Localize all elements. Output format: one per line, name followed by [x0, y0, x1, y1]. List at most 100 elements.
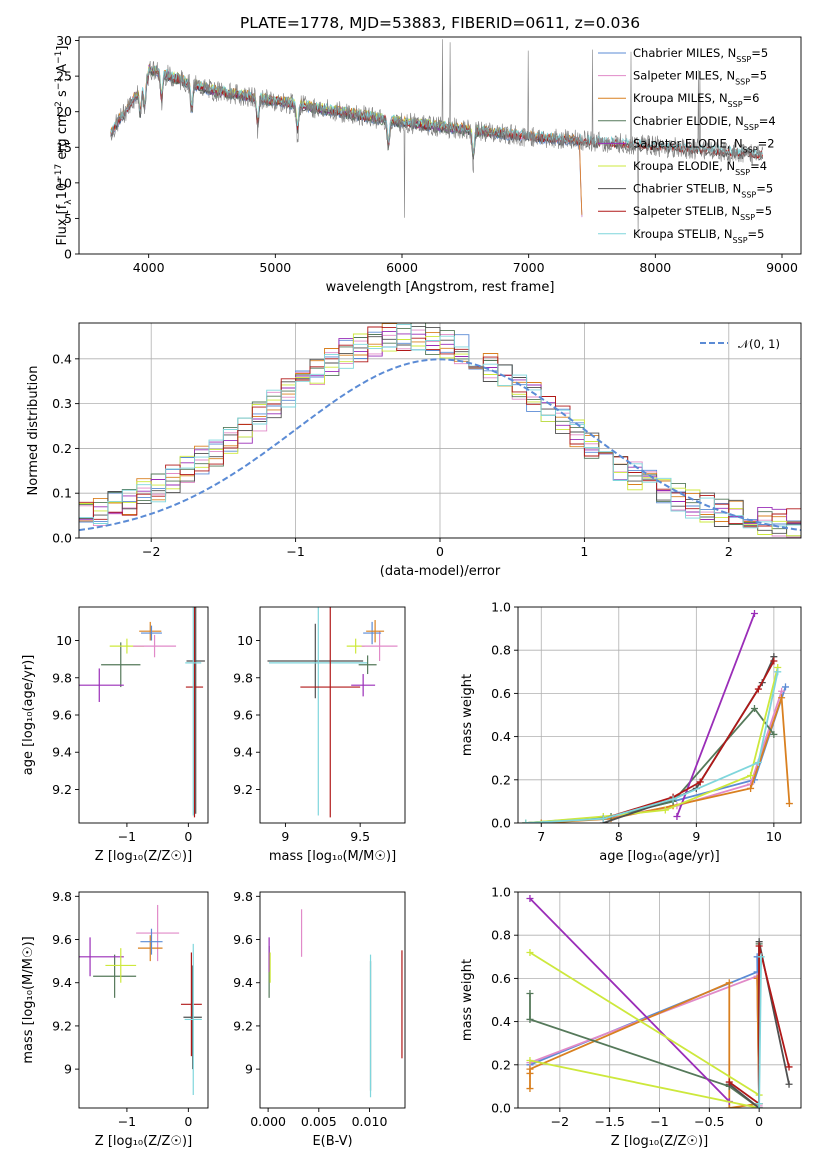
weight-line: [676, 613, 756, 817]
axes-frame: [259, 606, 406, 824]
x-axis-label: E(B-V): [312, 1134, 352, 1149]
y-tick-label: 1.0: [491, 885, 511, 900]
errorbar-point: [105, 948, 137, 983]
plot-area: [79, 904, 202, 1096]
legend-name: Kroupa STELIB, N: [633, 227, 733, 241]
y-tick-label: 9.4: [52, 975, 72, 990]
legend-entry: Kroupa ELODIE, NSSP=4: [633, 159, 767, 177]
weight-series: [526, 953, 763, 1108]
y-axis-label-part: Flux [f: [55, 204, 70, 245]
y-axis-label-part: λ: [64, 199, 74, 205]
y-axis-label: mass weight: [460, 959, 475, 1041]
errorbar-point: [101, 642, 141, 688]
y-axis-label-part: ]: [55, 46, 70, 51]
weight-marker: [757, 953, 765, 961]
panel-mass-vs-ebv: 0.000 0.005 0.010 9 9.2 9.4 9.6 9.8 E(B-V): [233, 889, 406, 1149]
residual-histogram-step: [79, 325, 801, 534]
y-axis-label-part: −17: [54, 164, 64, 183]
y-axis-label-part: s: [55, 90, 70, 101]
y-tick-label: 9: [245, 1062, 253, 1077]
axes-frame: [517, 891, 802, 1109]
legend-entry: Salpeter MILES, NSSP=5: [633, 69, 767, 87]
y-axis-label-part: −1: [54, 51, 64, 64]
y-tick-label: 0.4: [491, 729, 511, 744]
y-tick-label: 25: [56, 69, 72, 84]
axis-ticks: 9 9.5 9.2 9.4 9.6 9.8 10: [233, 633, 370, 844]
errorbar-point: [133, 634, 177, 658]
x-tick-label: 0: [184, 829, 192, 844]
weight-marker: [599, 815, 607, 823]
weight-marker: [696, 778, 704, 786]
y-tick-label: 10: [237, 633, 253, 648]
errorbar-point: [351, 674, 376, 697]
plot-area: [518, 892, 801, 1108]
y-tick-label: 0.0: [491, 816, 511, 831]
y-tick-label: 0.0: [52, 531, 72, 546]
legend-sub: SSP: [736, 55, 751, 64]
plot-area: [79, 607, 205, 818]
weight-marker: [725, 1104, 733, 1108]
x-tick-label: 1: [580, 544, 588, 559]
weight-series: [522, 668, 782, 823]
x-axis-label: wavelength [Angstrom, rest frame]: [326, 280, 555, 295]
legend-suffix: =5: [756, 182, 773, 196]
y-tick-label: 9: [64, 1062, 72, 1077]
weight-marker: [661, 806, 669, 814]
weight-series: [526, 940, 763, 1108]
y-tick-label: 9.8: [52, 670, 72, 685]
x-tick-label: 0: [755, 1114, 763, 1129]
axes-frame: [78, 891, 209, 1109]
legend-suffix: =4: [750, 159, 767, 173]
axis-ticks: −2 −1 0 1 2 0.0 0.1 0.2 0.3 0.4: [52, 351, 733, 559]
x-axis-label: mass [log₁₀(M/M☉)]: [269, 849, 396, 864]
legend-sub: SSP: [733, 235, 748, 244]
y-axis-label: mass weight: [460, 674, 475, 756]
x-tick-label: −1: [650, 1114, 668, 1129]
legend-entry: Kroupa STELIB, NSSP=5: [633, 227, 764, 245]
y-axis-label: age [log₁₀(age/yr)]: [21, 655, 36, 776]
legend-sub: SSP: [735, 168, 750, 177]
plot-area: [110, 39, 764, 237]
y-tick-label: 9.2: [52, 1018, 72, 1033]
y-tick-label: 20: [56, 104, 72, 119]
errorbar-point: [184, 943, 202, 1096]
weight-marker: [725, 1078, 733, 1086]
plot-area: [267, 607, 398, 818]
weight-marker: [526, 948, 534, 956]
errorbar-point: [268, 607, 368, 816]
x-tick-label: −1: [118, 829, 136, 844]
y-tick-label: 0.8: [491, 928, 511, 943]
errorbar-point: [358, 655, 377, 675]
y-tick-label: 10: [56, 175, 72, 190]
y-axis-label-part: −1: [54, 77, 64, 90]
legend-name: Salpeter ELODIE, N: [633, 136, 743, 150]
y-tick-label: 0.4: [491, 1014, 511, 1029]
x-tick-label: 4000: [133, 260, 165, 275]
weight-marker: [526, 894, 534, 902]
x-tick-label: 9: [692, 829, 700, 844]
axes-frame: [78, 322, 802, 539]
y-axis-label-part: −2: [54, 101, 64, 114]
panel-spectrum: 4000 5000 6000 7000 8000 9000 0 5 10 15 20 25 30 wave…: [54, 14, 802, 295]
x-tick-label: −0.5: [694, 1114, 724, 1129]
x-axis-label: Z [log₁₀(Z/Z☉)]: [95, 849, 192, 864]
weight-line: [728, 945, 790, 1106]
weight-marker: [526, 990, 534, 998]
x-tick-label: 9.5: [350, 829, 370, 844]
x-tick-label: 7000: [513, 260, 545, 275]
y-tick-label: 0.6: [491, 971, 511, 986]
weight-marker: [778, 694, 786, 702]
legend-entry: Chabrier ELODIE, NSSP=4: [633, 114, 776, 132]
y-tick-label: 0.4: [52, 351, 72, 366]
y-axis-label-part: A: [55, 64, 70, 77]
legend-suffix: =2: [758, 136, 775, 150]
model-spectrum-line: [110, 66, 583, 218]
y-tick-label: 0: [64, 247, 72, 262]
residual-histogram-step: [79, 333, 801, 537]
y-tick-label: 10: [56, 633, 72, 648]
data-spectrum-line: [110, 39, 763, 237]
axis-ticks: 7 8 9 10 0.0 0.2 0.4 0.6 0.8 1.0: [491, 600, 782, 845]
y-tick-label: 0.0: [491, 1101, 511, 1116]
legend-sub: SSP: [741, 190, 756, 199]
